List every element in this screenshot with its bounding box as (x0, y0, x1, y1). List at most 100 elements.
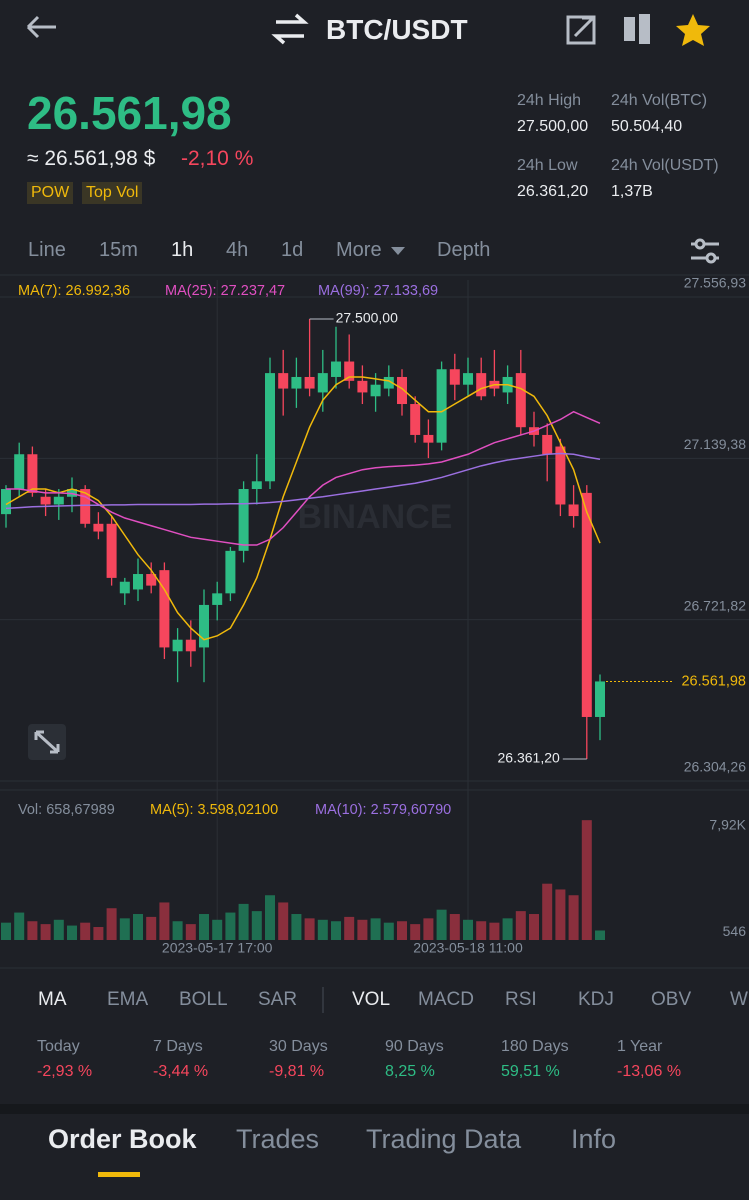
volume-bar (212, 919, 223, 940)
candle-body (463, 373, 473, 385)
indicator[interactable]: OBV (651, 989, 692, 1010)
interval[interactable]: 1d (281, 239, 304, 261)
volume-bar (515, 911, 526, 940)
interval[interactable]: Depth (437, 239, 491, 261)
stat-label: 24h Vol(BTC) (611, 92, 708, 109)
candle-body (595, 681, 605, 717)
candle-body (67, 489, 77, 497)
volume-bar (331, 921, 341, 940)
candle-body (304, 376, 315, 389)
candle-body (515, 373, 526, 428)
stat-label: 24h Vol(USDT) (611, 157, 719, 174)
volume-bar (449, 914, 460, 940)
indicator[interactable]: EMA (107, 989, 149, 1010)
period-label: 90 Days (385, 1038, 444, 1055)
indicator[interactable]: VOL (352, 989, 391, 1010)
low-label: 26.361,20 (498, 750, 560, 766)
tab[interactable]: Info (571, 1124, 617, 1154)
stat-value: 1,37B (611, 183, 653, 200)
candle-body (436, 369, 447, 443)
legend-entry: MA(7): 26.992,36 (18, 283, 130, 299)
vol-tick-label: 7,92K (709, 816, 746, 832)
period-value: 59,51 % (501, 1063, 560, 1080)
back-icon[interactable] (26, 15, 56, 39)
interval[interactable]: 15m (99, 239, 138, 261)
candle-body (27, 454, 38, 493)
volume-bar (489, 922, 500, 940)
candle-body (291, 376, 302, 389)
candle-body (80, 489, 91, 524)
period-value: -13,06 % (617, 1063, 682, 1080)
book-icon[interactable] (624, 14, 650, 44)
volume-bar (185, 924, 196, 940)
indicator[interactable]: MACD (418, 989, 474, 1010)
candle-body (423, 434, 434, 443)
y-tick-label: 26.304,26 (684, 759, 746, 775)
volume-bar (317, 919, 328, 940)
candle-body (106, 523, 117, 578)
volume-bar (397, 921, 407, 940)
share-icon[interactable] (566, 15, 596, 45)
candle-body (251, 481, 262, 490)
y-tick-label: 27.556,93 (684, 275, 746, 291)
volume-bar (304, 918, 315, 940)
stat-value: 27.500,00 (517, 118, 589, 135)
tab-underline (98, 1172, 140, 1177)
volume-bar (265, 895, 275, 940)
stat-label: 24h High (517, 92, 582, 109)
volume-bar (93, 927, 104, 940)
volume-bar (370, 918, 381, 940)
y-tick-label: 26.721,82 (684, 597, 746, 613)
candle-body (225, 550, 236, 594)
candle-body (133, 574, 143, 590)
indicator[interactable]: RSI (505, 989, 537, 1010)
volume-bar (581, 820, 592, 940)
tab[interactable]: Trades (236, 1124, 320, 1154)
last-price-label: 26.561,98 (681, 673, 746, 689)
indicator[interactable]: SAR (258, 989, 298, 1010)
star-icon[interactable] (676, 14, 710, 46)
volume-bar (199, 914, 209, 940)
y-tick-label: 27.139,38 (684, 436, 746, 452)
candle-body (172, 639, 183, 652)
volume-bar (344, 916, 355, 940)
interval[interactable]: Line (28, 239, 66, 261)
tab[interactable]: Order Book (48, 1124, 197, 1154)
interval[interactable]: More (336, 239, 382, 261)
indicator[interactable]: MA (38, 989, 67, 1010)
legend-entry: MA(99): 27.133,69 (318, 283, 438, 299)
volume-bar (238, 903, 249, 940)
candle-body (185, 639, 196, 652)
volume-bar (251, 911, 262, 940)
volume-bar (40, 924, 51, 940)
interval[interactable]: 4h (226, 239, 249, 261)
last-price-box (672, 670, 749, 693)
tag[interactable]: POW (27, 182, 74, 204)
candle-body (265, 373, 275, 482)
candle-body (476, 373, 487, 397)
period-label: 7 Days (153, 1038, 203, 1055)
volume-bar (291, 914, 302, 940)
volume-bar (463, 919, 473, 940)
volume-bar (225, 912, 236, 940)
candle-body (357, 380, 368, 393)
tab[interactable]: Trading Data (366, 1124, 522, 1154)
stat-value: 50.504,40 (611, 118, 683, 135)
expand-icon[interactable] (28, 724, 66, 760)
swap-icon[interactable] (271, 13, 309, 45)
indicator[interactable]: KDJ (578, 989, 614, 1010)
volume-bar (278, 902, 289, 940)
candle-body (40, 496, 51, 505)
tag[interactable]: Top Vol (82, 182, 143, 204)
indicator[interactable]: BOLL (179, 989, 228, 1010)
volume-bar (383, 922, 394, 940)
interval[interactable]: 1h (171, 239, 194, 261)
volume-bar (502, 918, 513, 940)
candle-body (159, 570, 170, 648)
vol-legend: Vol: 658,67989 (18, 802, 115, 818)
x-tick-label: 2023-05-17 17:00 (162, 940, 273, 956)
settings-icon[interactable] (691, 238, 719, 264)
candle-body (370, 384, 381, 397)
candle-body (119, 581, 130, 594)
indicator[interactable]: W (730, 989, 748, 1010)
